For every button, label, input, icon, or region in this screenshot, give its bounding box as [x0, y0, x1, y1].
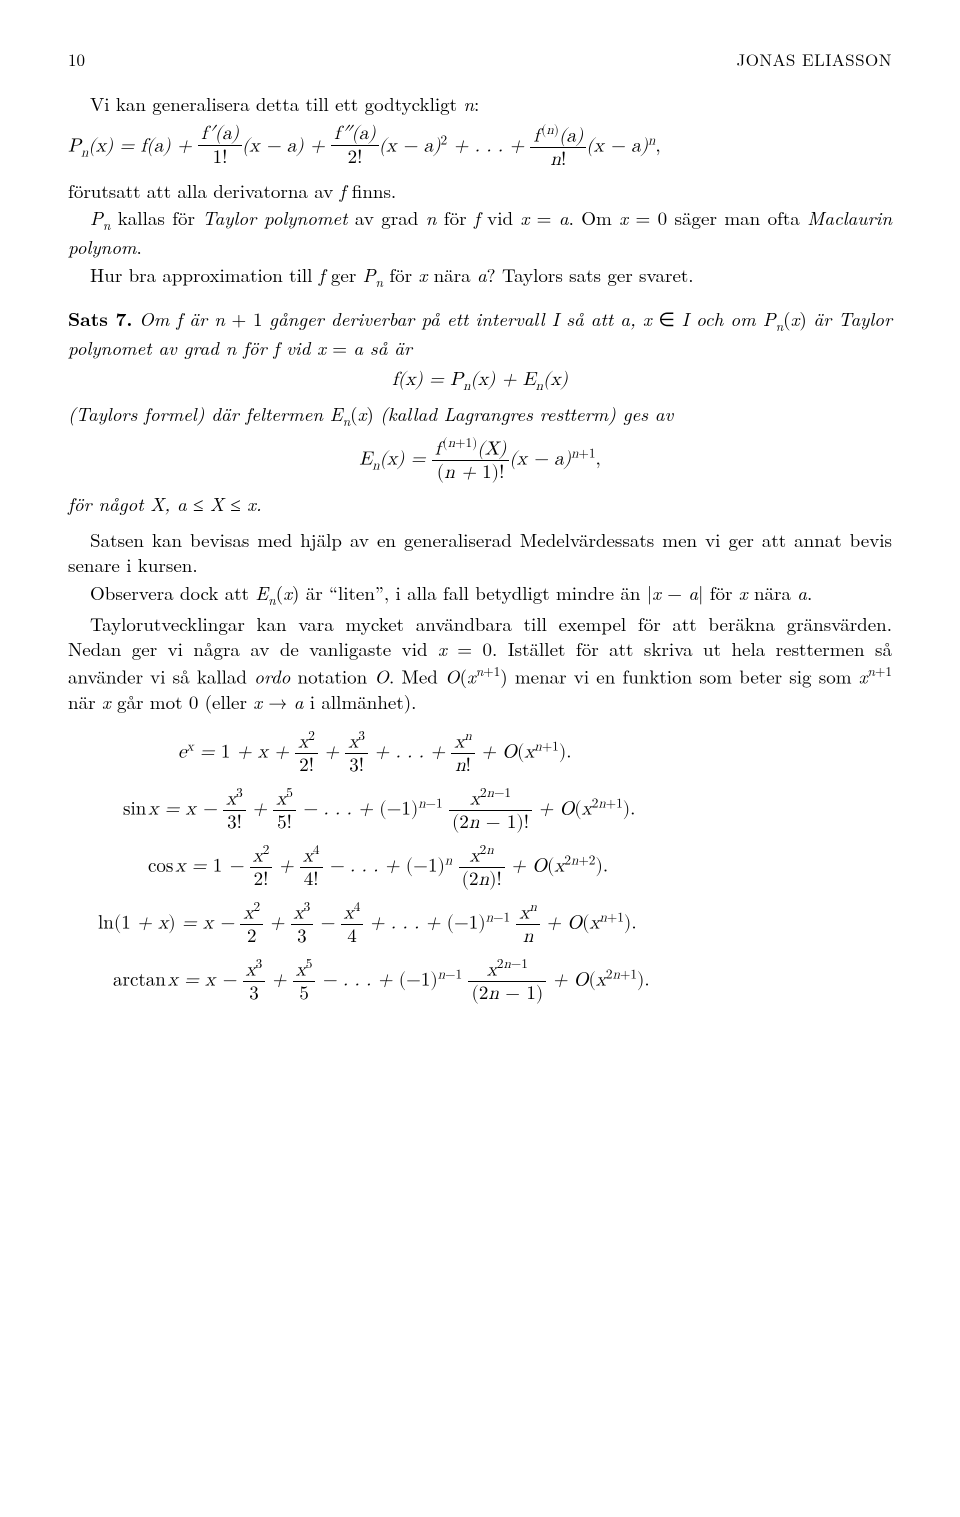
intro-para3: Hur bra approximation till f ger Pn för … [68, 262, 892, 291]
series-cos: cos x = 1 − x22! + x44! − . . . + (−1)n … [68, 843, 892, 892]
page-number: 10 [68, 48, 85, 71]
sats-eq2: En(x) = f (n+1)(X)(n + 1)!(x − a)n+1, [68, 436, 892, 485]
author-name: JONAS ELIASSON [736, 48, 892, 71]
series-ln: ln(1 + x) = x − x22 + x33 − x44 + . . . … [68, 900, 892, 949]
discussion-p2: Observera dock att En(x) är “liten”, i a… [68, 580, 892, 609]
sats-label: Sats 7. [68, 304, 132, 332]
series-arctan: arctan x = x − x33 + x55 − . . . + (−1)n… [68, 957, 892, 1006]
series-list: ex = 1 + x + x22! + x33! + . . . + xnn! … [68, 729, 892, 1006]
discussion-p1: Satsen kan bevisas med hjälp av en gener… [68, 527, 892, 578]
intro-after-formula: förutsatt att alla derivatorna av f finn… [68, 178, 892, 204]
taylor-polynomial-formula: Pn(x) = f(a) + f ′(a)1!(x − a) + f ″(a)2… [68, 123, 892, 172]
series-sin: sin x = x − x33! + x55! − . . . + (−1)n−… [68, 786, 892, 835]
sats-body-1: Sats 7. Om f är n + 1 gånger deriverbar … [68, 306, 892, 360]
sats-block: Sats 7. Om f är n + 1 gånger deriverbar … [68, 306, 892, 516]
sats-body-2: (Taylors formel) där feltermen En(x) (ka… [68, 401, 892, 430]
intro-sentence: Vi kan generalisera detta till ett godty… [68, 91, 892, 117]
intro-para2: Pn kallas för Taylor polynomet av grad n… [68, 205, 892, 259]
page-header: 10 JONAS ELIASSON [68, 48, 892, 71]
sats-eq1: f(x) = Pn(x) + En(x) [68, 367, 892, 396]
sats-body-3: för något X, a ≤ X ≤ x. [68, 491, 892, 517]
discussion-p3: Taylorutvecklingar kan vara mycket använ… [68, 611, 892, 715]
series-exp: ex = 1 + x + x22! + x33! + . . . + xnn! … [68, 729, 892, 778]
